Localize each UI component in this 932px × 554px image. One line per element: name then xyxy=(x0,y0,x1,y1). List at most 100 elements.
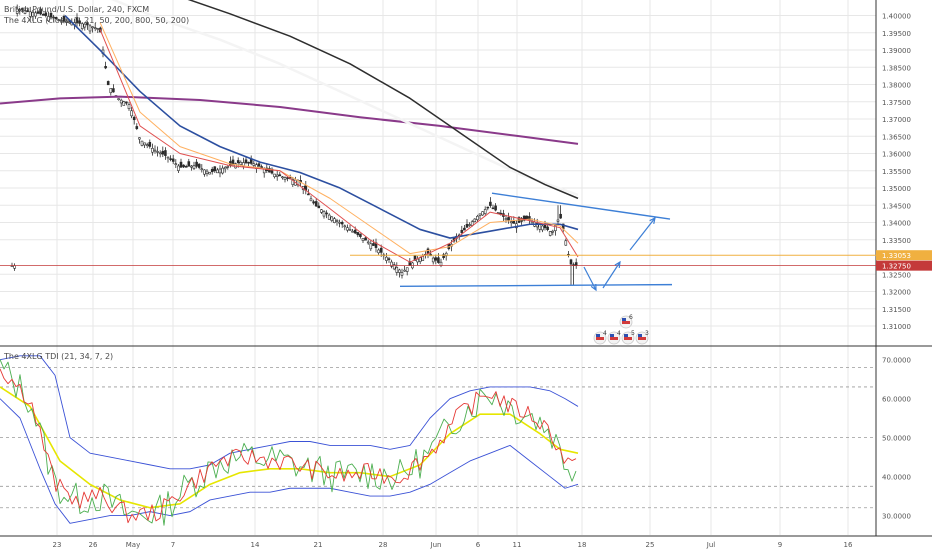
candle-body xyxy=(327,214,331,220)
arrow-up-1-head xyxy=(614,260,621,269)
candle-body xyxy=(117,98,120,100)
legend-sub: The 4XLG TDI (21, 34, 7, 2) xyxy=(4,352,114,361)
candle-body xyxy=(460,229,464,234)
x-tick-label: Jul xyxy=(706,541,716,549)
candle-body xyxy=(385,256,388,261)
candle-body xyxy=(195,161,198,167)
candle-body xyxy=(522,215,526,221)
arrow-up-2 xyxy=(629,217,656,251)
candle-body xyxy=(333,218,336,223)
tdi-upper-band xyxy=(0,355,579,470)
candle-body xyxy=(62,15,66,22)
candle-body xyxy=(140,140,144,146)
candle-body xyxy=(291,179,295,185)
candle-body xyxy=(145,144,149,146)
x-tick-label: 9 xyxy=(778,541,782,549)
candle-body xyxy=(317,205,321,209)
wedge-lower-line xyxy=(399,283,673,288)
candle-body xyxy=(392,264,396,270)
candle-body xyxy=(416,258,419,263)
candle-body xyxy=(476,215,479,221)
sub-y-tick-label: 70.0000 xyxy=(882,357,911,365)
x-tick-label: 23 xyxy=(53,541,62,549)
candle-body xyxy=(314,201,318,207)
candle-body xyxy=(192,165,196,169)
candle-body xyxy=(96,28,100,30)
candle-body xyxy=(275,174,279,177)
x-tick-label: May xyxy=(126,541,140,549)
arrow-up-2-head xyxy=(649,216,656,224)
candle-body xyxy=(143,142,146,146)
candle-body xyxy=(528,216,531,221)
y-tick-label: 1.39000 xyxy=(882,47,911,55)
candle-body xyxy=(335,220,339,222)
x-tick-label: 7 xyxy=(171,541,175,549)
candle-body xyxy=(28,11,32,17)
candle-body xyxy=(260,166,263,168)
candle-body xyxy=(244,159,248,164)
sub-y-tick-label: 40.0000 xyxy=(882,474,911,482)
event-flag-canton xyxy=(610,334,614,337)
candle-body xyxy=(106,81,110,86)
event-flag-canton xyxy=(624,334,628,337)
ema-800-line xyxy=(0,95,579,145)
ema-7-line xyxy=(99,29,579,263)
y-tick-label: 1.32500 xyxy=(882,271,911,279)
candle-body xyxy=(226,166,230,168)
candle-body xyxy=(223,166,227,170)
candle-body xyxy=(151,147,154,153)
y-tick-label: 1.37000 xyxy=(882,116,911,124)
candle-body xyxy=(166,156,170,159)
candle-body xyxy=(34,12,37,17)
arrow-down-head xyxy=(590,283,597,292)
candle-body xyxy=(184,166,188,168)
sub-y-tick-label: 30.0000 xyxy=(882,513,911,521)
candle-body xyxy=(372,243,375,246)
candle-body xyxy=(377,249,380,254)
candle-body xyxy=(574,262,578,266)
tdi-signal-line xyxy=(0,368,577,524)
legend-main: British Pound/U.S. Dollar, 240, FXCM xyxy=(4,5,150,14)
candle-body xyxy=(437,257,440,263)
candle-body xyxy=(203,169,206,175)
y-tick-label: 1.32000 xyxy=(882,289,911,297)
candle-body xyxy=(15,8,19,14)
candle-body xyxy=(39,8,42,15)
candle-body xyxy=(361,238,365,241)
candle-body xyxy=(164,150,167,156)
x-tick-label: Jun xyxy=(430,541,442,549)
candle-body xyxy=(236,160,240,164)
event-flag-canton xyxy=(638,334,642,337)
candle-body xyxy=(93,27,97,29)
ema-21-line xyxy=(99,22,579,255)
candle-body xyxy=(278,174,282,177)
candle-body xyxy=(52,16,55,19)
x-tick-label: 18 xyxy=(578,541,587,549)
y-tick-label: 1.36000 xyxy=(882,151,911,159)
candle-body xyxy=(525,215,529,220)
candle-body xyxy=(210,168,214,173)
candle-body xyxy=(322,211,326,217)
candle-body xyxy=(182,164,185,168)
candle-body xyxy=(309,198,313,202)
event-count: 6 xyxy=(629,314,633,321)
x-tick-label: 28 xyxy=(379,541,388,549)
candle-body xyxy=(312,201,315,204)
candle-body xyxy=(112,88,115,93)
candle-body xyxy=(60,20,63,22)
candle-body xyxy=(262,168,266,174)
candle-body xyxy=(132,116,136,121)
candle-body xyxy=(325,212,328,215)
candle-body xyxy=(379,247,383,253)
candle-body xyxy=(491,207,495,210)
candle-body xyxy=(21,8,24,11)
x-tick-label: 14 xyxy=(251,541,260,549)
candle-body xyxy=(351,230,354,233)
candle-body xyxy=(65,21,68,23)
candle-body xyxy=(556,219,560,222)
candle-body xyxy=(483,209,487,214)
candle-body xyxy=(218,168,222,174)
candle-body xyxy=(221,167,224,174)
